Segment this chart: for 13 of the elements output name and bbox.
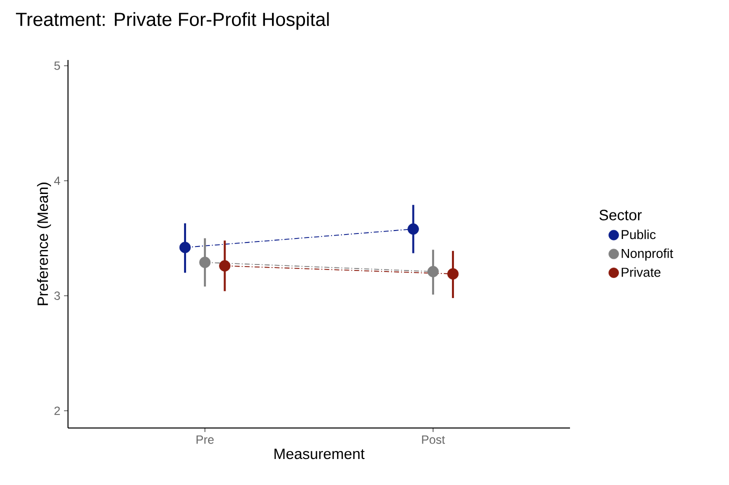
y-tick-label: 3 bbox=[54, 292, 60, 300]
legend-label: Public bbox=[622, 230, 656, 240]
legend-label: Nonprofit bbox=[622, 248, 674, 261]
legend-label: Private bbox=[622, 267, 660, 277]
legend-title: Sector bbox=[599, 210, 642, 220]
x-tick-label: Pre bbox=[196, 436, 214, 444]
chart-title: Treatment: Private For-Profit Hospital bbox=[16, 12, 329, 30]
y-tick-label: 5 bbox=[54, 62, 60, 70]
y-tick-label: 4 bbox=[54, 176, 60, 185]
x-axis-title: Measurement bbox=[274, 448, 365, 460]
x-tick-label: Post bbox=[422, 436, 445, 444]
y-tick-label: 2 bbox=[54, 406, 60, 415]
y-axis-title: Preference (Mean) bbox=[37, 182, 51, 306]
